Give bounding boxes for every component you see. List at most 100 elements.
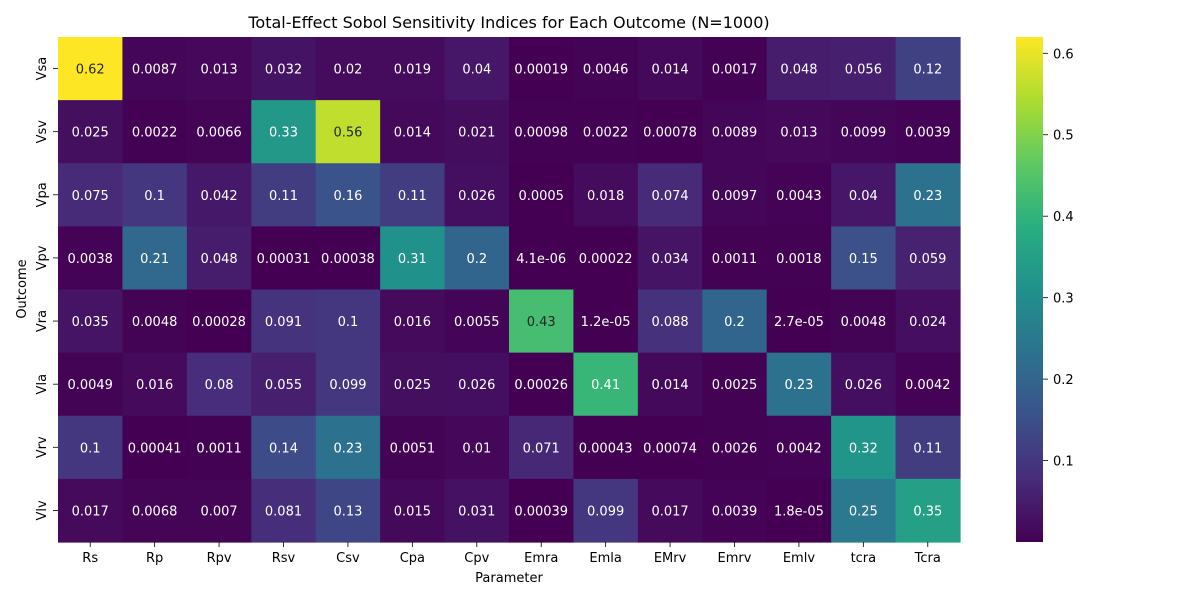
cell-value-label: 0.0066 — [196, 126, 242, 141]
y-tick-label: Vrv — [35, 436, 50, 458]
heatmap-cell — [186, 352, 252, 417]
cell-value-label: 0.00028 — [192, 315, 246, 330]
cell-value-label: 0.32 — [849, 441, 878, 456]
heatmap-cell — [122, 289, 188, 354]
heatmap-cell — [831, 226, 897, 291]
cell-value-label: 0.021 — [458, 126, 495, 141]
heatmap-cell — [122, 163, 188, 227]
heatmap-cell — [186, 226, 252, 291]
cell-value-label: 1.2e-05 — [581, 315, 631, 330]
heatmap-cell — [315, 352, 381, 417]
cell-value-label: 0.042 — [200, 189, 237, 204]
heatmap-cell — [58, 37, 124, 101]
heatmap-cell — [122, 352, 188, 417]
chart-title: Total-Effect Sobol Sensitivity Indices f… — [247, 13, 769, 32]
cell-value-label: 0.0043 — [776, 189, 822, 204]
y-axis: Vsa Vsv Vpa Vpv Vra Vla Vrv Vlv — [35, 57, 58, 521]
heatmap-cell — [831, 289, 897, 354]
heatmap-cell — [702, 289, 768, 354]
heatmap-cell — [637, 37, 703, 101]
heatmap-cell — [186, 478, 252, 543]
heatmap-cell — [380, 163, 446, 227]
heatmap-cell — [315, 100, 381, 164]
heatmap-cell — [637, 289, 703, 354]
heatmap-cell — [766, 352, 832, 417]
colorbar-ticks: 0.1 0.2 0.3 0.4 0.5 0.6 — [1043, 47, 1074, 470]
cell-value-label: 0.026 — [458, 189, 495, 204]
heatmap-cell — [509, 226, 575, 291]
heatmap-cell — [766, 415, 832, 480]
heatmap-cell — [573, 352, 639, 417]
heatmap-cell — [509, 37, 575, 101]
heatmap-cell — [573, 37, 639, 101]
heatmap-cell — [766, 226, 832, 291]
cell-value-label: 0.23 — [913, 189, 942, 204]
heatmap-cell — [831, 352, 897, 417]
x-tick-label: Rsv — [272, 551, 296, 566]
heatmap-cell — [637, 352, 703, 417]
heatmap-cell — [251, 352, 317, 417]
heatmap-cell — [637, 226, 703, 291]
heatmap-cell — [509, 289, 575, 354]
y-tick-label: Vpa — [35, 182, 50, 207]
cell-value-label: 0.0025 — [712, 378, 758, 393]
cell-value-label: 0.0018 — [776, 252, 822, 267]
y-tick-label: Vsv — [35, 120, 50, 144]
heatmap-cell — [895, 226, 961, 291]
x-tick-label: tcra — [851, 551, 877, 566]
heatmap-cell — [315, 415, 381, 480]
cell-value-label: 0.35 — [913, 504, 942, 519]
cell-value-label: 0.23 — [333, 441, 362, 456]
cell-value-label: 0.081 — [265, 504, 302, 519]
cell-value-label: 0.00038 — [321, 252, 375, 267]
heatmap-cell — [573, 415, 639, 480]
cell-value-label: 0.00031 — [257, 252, 311, 267]
cell-value-label: 0.00026 — [514, 378, 568, 393]
y-tick-label: Vra — [35, 310, 50, 332]
cell-value-label: 0.00022 — [579, 252, 633, 267]
x-axis: Rs Rp Rpv Rsv Csv Cpa Cpv Emra Emla EMrv Emrv Emlv t… — [82, 542, 941, 566]
cell-value-label: 0.0097 — [712, 189, 758, 204]
heatmap-cell — [58, 352, 124, 417]
heatmap-cell — [766, 478, 832, 543]
heatmap-cell — [702, 478, 768, 543]
cell-value-label: 0.0011 — [712, 252, 758, 267]
x-tick-label: Emra — [524, 551, 558, 566]
heatmap-cell — [895, 37, 961, 101]
cell-value-label: 0.0005 — [518, 189, 564, 204]
cell-value-label: 0.0039 — [905, 126, 951, 141]
heatmap-cell — [380, 226, 446, 291]
heatmap-cell — [251, 37, 317, 101]
heatmap-cell — [831, 163, 897, 227]
cell-value-label: 0.059 — [909, 252, 946, 267]
heatmap-cell — [831, 478, 897, 543]
colorbar — [1016, 37, 1043, 542]
cell-value-label: 0.056 — [845, 63, 882, 78]
heatmap-cell — [186, 37, 252, 101]
heatmap-cell — [444, 226, 510, 291]
heatmap-cell — [702, 415, 768, 480]
heatmap-cell — [766, 100, 832, 164]
cell-value-label: 0.032 — [265, 63, 302, 78]
y-tick-label: Vlv — [35, 500, 50, 521]
x-tick-label: Rs — [82, 551, 98, 566]
cell-value-label: 0.088 — [651, 315, 688, 330]
heatmap-cell — [186, 289, 252, 354]
cell-value-label: 4.1e-06 — [516, 252, 566, 267]
cell-value-label: 0.56 — [333, 126, 362, 141]
cell-value-label: 0.0048 — [132, 315, 178, 330]
cell-value-label: 0.00043 — [579, 441, 633, 456]
heatmap-cell — [186, 415, 252, 480]
cell-value-label: 0.026 — [845, 378, 882, 393]
heatmap-cell — [895, 478, 961, 543]
cell-value-label: 0.013 — [780, 126, 817, 141]
heatmap-cell — [380, 415, 446, 480]
cell-value-label: 0.035 — [72, 315, 109, 330]
cell-value-label: 0.014 — [651, 63, 688, 78]
cell-value-label: 0.00019 — [514, 63, 568, 78]
cell-value-label: 0.43 — [527, 315, 556, 330]
y-tick-label: Vsa — [35, 57, 50, 81]
heatmap-cell — [251, 289, 317, 354]
heatmap-cell — [444, 415, 510, 480]
